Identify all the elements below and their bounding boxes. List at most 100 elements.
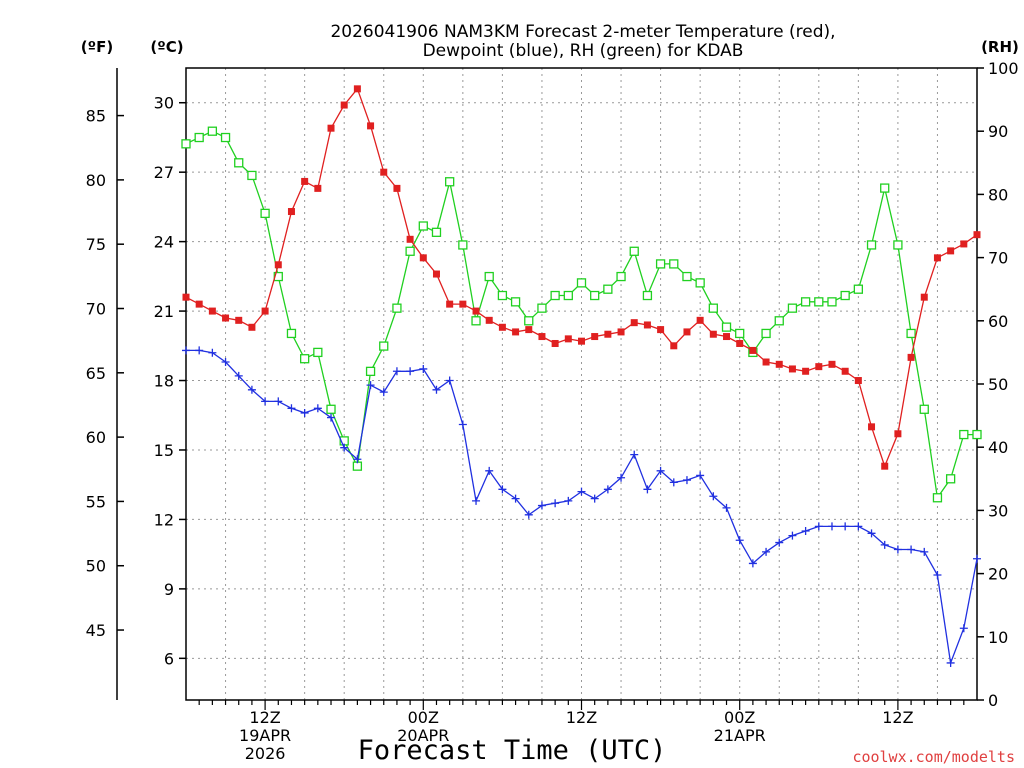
temperature-point bbox=[222, 314, 230, 322]
x-tick-label: 12Z bbox=[882, 708, 913, 727]
dewpoint-point bbox=[867, 529, 876, 538]
rh-point bbox=[445, 177, 455, 187]
dewpoint-point bbox=[445, 376, 454, 385]
celsius-axis: 6 9 12 15 18 21 24 27 30 bbox=[154, 94, 186, 668]
celsius-tick-label: 12 bbox=[154, 510, 174, 529]
celsius-tick-label: 15 bbox=[154, 441, 174, 460]
rh-point bbox=[642, 290, 653, 301]
temperature-point bbox=[933, 254, 941, 262]
rh-point bbox=[840, 290, 850, 301]
rh-point bbox=[247, 170, 257, 181]
rh-point bbox=[497, 290, 508, 301]
rh-tick-label: 0 bbox=[988, 691, 998, 710]
rh-point bbox=[655, 259, 666, 269]
fahrenheit-tick-label: 75 bbox=[86, 235, 106, 254]
dewpoint-point bbox=[234, 371, 243, 380]
dewpoint-point bbox=[775, 538, 784, 547]
temperature-point bbox=[432, 270, 440, 278]
rh-tick-label: 60 bbox=[988, 312, 1008, 331]
dewpoint-point bbox=[472, 496, 481, 505]
rh-point bbox=[708, 303, 718, 313]
x-tick-label: 12Z bbox=[566, 708, 597, 727]
fahrenheit-tick-label: 65 bbox=[86, 364, 106, 383]
x-tick-date-label: 19APR bbox=[239, 726, 291, 745]
temperature-point bbox=[709, 330, 717, 338]
temperature-point bbox=[274, 261, 282, 269]
rh-point bbox=[945, 474, 956, 484]
rh-point bbox=[550, 290, 560, 301]
rh-point bbox=[194, 132, 204, 143]
rh-point bbox=[721, 322, 732, 332]
temperature-point bbox=[736, 339, 744, 347]
temperature-point bbox=[314, 184, 322, 192]
temperature-point bbox=[828, 360, 836, 368]
temperature-point bbox=[868, 423, 876, 431]
dewpoint-point bbox=[630, 450, 639, 459]
dewpoint-series bbox=[182, 346, 981, 667]
temperature-point bbox=[182, 293, 190, 301]
rh-point bbox=[207, 126, 218, 136]
rh-tick-label: 80 bbox=[988, 185, 1008, 204]
rh-tick-label: 90 bbox=[988, 122, 1008, 141]
dewpoint-point bbox=[801, 527, 810, 536]
dewpoint-point bbox=[392, 367, 401, 376]
temperature-point bbox=[406, 235, 414, 243]
rh-tick-label: 40 bbox=[988, 438, 1008, 457]
temperature-point bbox=[195, 300, 203, 308]
rh-tick-label: 50 bbox=[988, 375, 1008, 394]
rh-point bbox=[431, 227, 442, 237]
temperature-point bbox=[907, 353, 915, 361]
rh-point bbox=[616, 271, 626, 282]
celsius-tick-label: 9 bbox=[164, 580, 174, 599]
temperature-point bbox=[538, 333, 546, 341]
dewpoint-point bbox=[313, 404, 322, 413]
dewpoint-point bbox=[920, 547, 929, 556]
temperature-point bbox=[485, 316, 493, 324]
temperature-point bbox=[617, 328, 625, 336]
celsius-tick-label: 27 bbox=[154, 163, 174, 182]
temperature-point bbox=[723, 333, 731, 341]
rh-point bbox=[471, 316, 481, 326]
chart-title: 2026041906 NAM3KM Forecast 2-meter Tempe… bbox=[330, 22, 835, 61]
series-layer bbox=[181, 85, 982, 667]
temperature-point bbox=[393, 184, 401, 192]
dewpoint-point bbox=[854, 522, 863, 531]
rh-point bbox=[827, 297, 837, 307]
temperature-point bbox=[960, 240, 968, 248]
dewpoint-point bbox=[406, 367, 415, 376]
dewpoint-point bbox=[379, 388, 388, 397]
dewpoint-point bbox=[907, 545, 916, 554]
dewpoint-point bbox=[603, 485, 612, 494]
fahrenheit-tick-label: 70 bbox=[86, 300, 106, 319]
fahrenheit-tick-label: 60 bbox=[86, 428, 106, 447]
rh-tick-label: 20 bbox=[988, 565, 1008, 584]
credit-text: coolwx.com/modelts bbox=[852, 748, 1015, 766]
rh-series bbox=[181, 126, 982, 503]
temperature-point bbox=[841, 367, 849, 375]
temperature-point bbox=[973, 231, 981, 239]
fahrenheit-unit-label: (ºF) bbox=[81, 38, 113, 56]
dewpoint-point bbox=[617, 473, 626, 482]
temperature-point bbox=[670, 342, 678, 350]
dewpoint-point bbox=[511, 494, 520, 503]
rh-point bbox=[365, 366, 376, 377]
dewpoint-point bbox=[182, 346, 190, 355]
celsius-tick-label: 18 bbox=[154, 372, 174, 391]
rh-point bbox=[510, 297, 521, 307]
dewpoint-point bbox=[696, 471, 705, 480]
dewpoint-point bbox=[485, 466, 494, 475]
rh-tick-label: 70 bbox=[988, 249, 1008, 268]
dewpoint-point bbox=[287, 404, 296, 413]
fahrenheit-axis: 45 50 55 60 65 70 75 80 85 bbox=[86, 107, 124, 640]
temperature-point bbox=[788, 365, 796, 373]
fahrenheit-tick-label: 45 bbox=[86, 621, 106, 640]
x-tick-label: 12Z bbox=[249, 708, 280, 727]
rh-point bbox=[576, 278, 587, 288]
rh-point bbox=[800, 297, 811, 307]
dewpoint-point bbox=[788, 531, 797, 540]
rh-point bbox=[761, 328, 771, 339]
temperature-point bbox=[340, 101, 348, 109]
rh-point bbox=[590, 290, 600, 301]
temperature-point bbox=[696, 316, 704, 324]
